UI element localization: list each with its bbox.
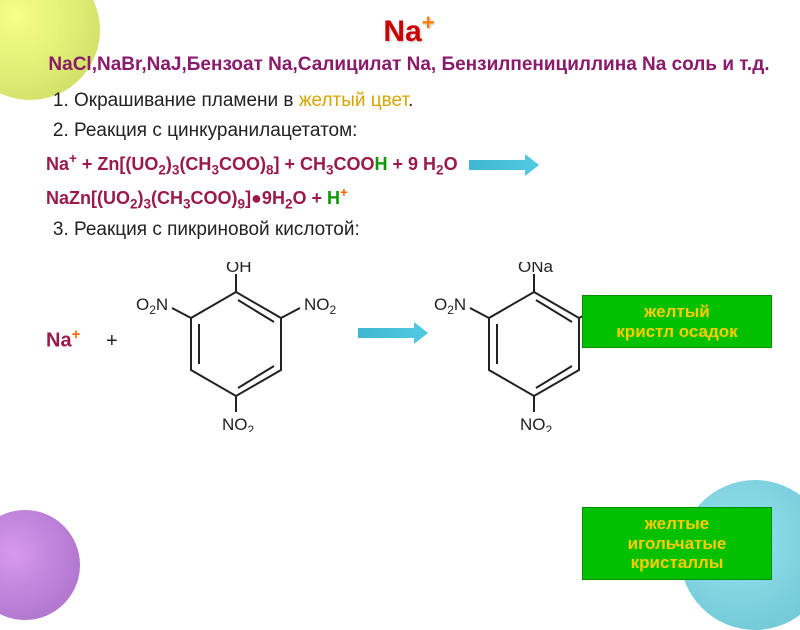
svg-text:NO2: NO2: [304, 295, 337, 317]
page-title: Na+: [46, 10, 772, 49]
svg-text:NO2: NO2: [520, 415, 553, 432]
equation-1: Na+ + Zn[(UO2)3(CH3COO)8] + CH3COOH + 9 …: [46, 150, 772, 180]
reactant-na: Na+: [46, 326, 80, 353]
reaction-arrow: [469, 160, 527, 170]
svg-text:OH: OH: [226, 262, 252, 276]
decor-circle-bottom-left: [0, 510, 80, 620]
highlight-yellow: желтый цвет: [299, 90, 408, 111]
slide-content: Na+ NaCl,NaBr,NaJ,Бензоат Na,Салицилат N…: [0, 0, 800, 438]
title-charge: +: [422, 10, 435, 35]
list-item-3: Реакция с пикриновой кислотой:: [74, 218, 772, 243]
list-item-1: Окрашивание пламени в желтый цвет.: [74, 89, 772, 114]
plus-sign: +: [106, 330, 118, 353]
title-element: Na: [383, 15, 421, 48]
svg-text:O2N: O2N: [136, 295, 168, 317]
callout-2: желтыеигольчатыекристаллы: [582, 507, 772, 580]
subtitle: NaCl,NaBr,NaJ,Бензоат Na,Салицилат Na, Б…: [46, 53, 772, 77]
benzene-ring-1: OH O2N NO2 NO2: [136, 262, 346, 432]
svg-text:ONa: ONa: [518, 262, 554, 276]
svg-text:O2N: O2N: [434, 295, 466, 317]
callout-1: желтыйкристл осадок: [582, 295, 772, 348]
reaction-list: Окрашивание пламени в желтый цвет. Реакц…: [46, 89, 772, 144]
equation-2: NaZn[(UO2)3(CH3COO)9]●9H2O + H+: [46, 184, 772, 214]
reaction-list-cont: Реакция с пикриновой кислотой:: [46, 218, 772, 243]
svg-text:NO2: NO2: [222, 415, 255, 432]
reaction-arrow-3: [358, 328, 416, 338]
list-item-2: Реакция с цинкуранилацетатом:: [74, 119, 772, 144]
